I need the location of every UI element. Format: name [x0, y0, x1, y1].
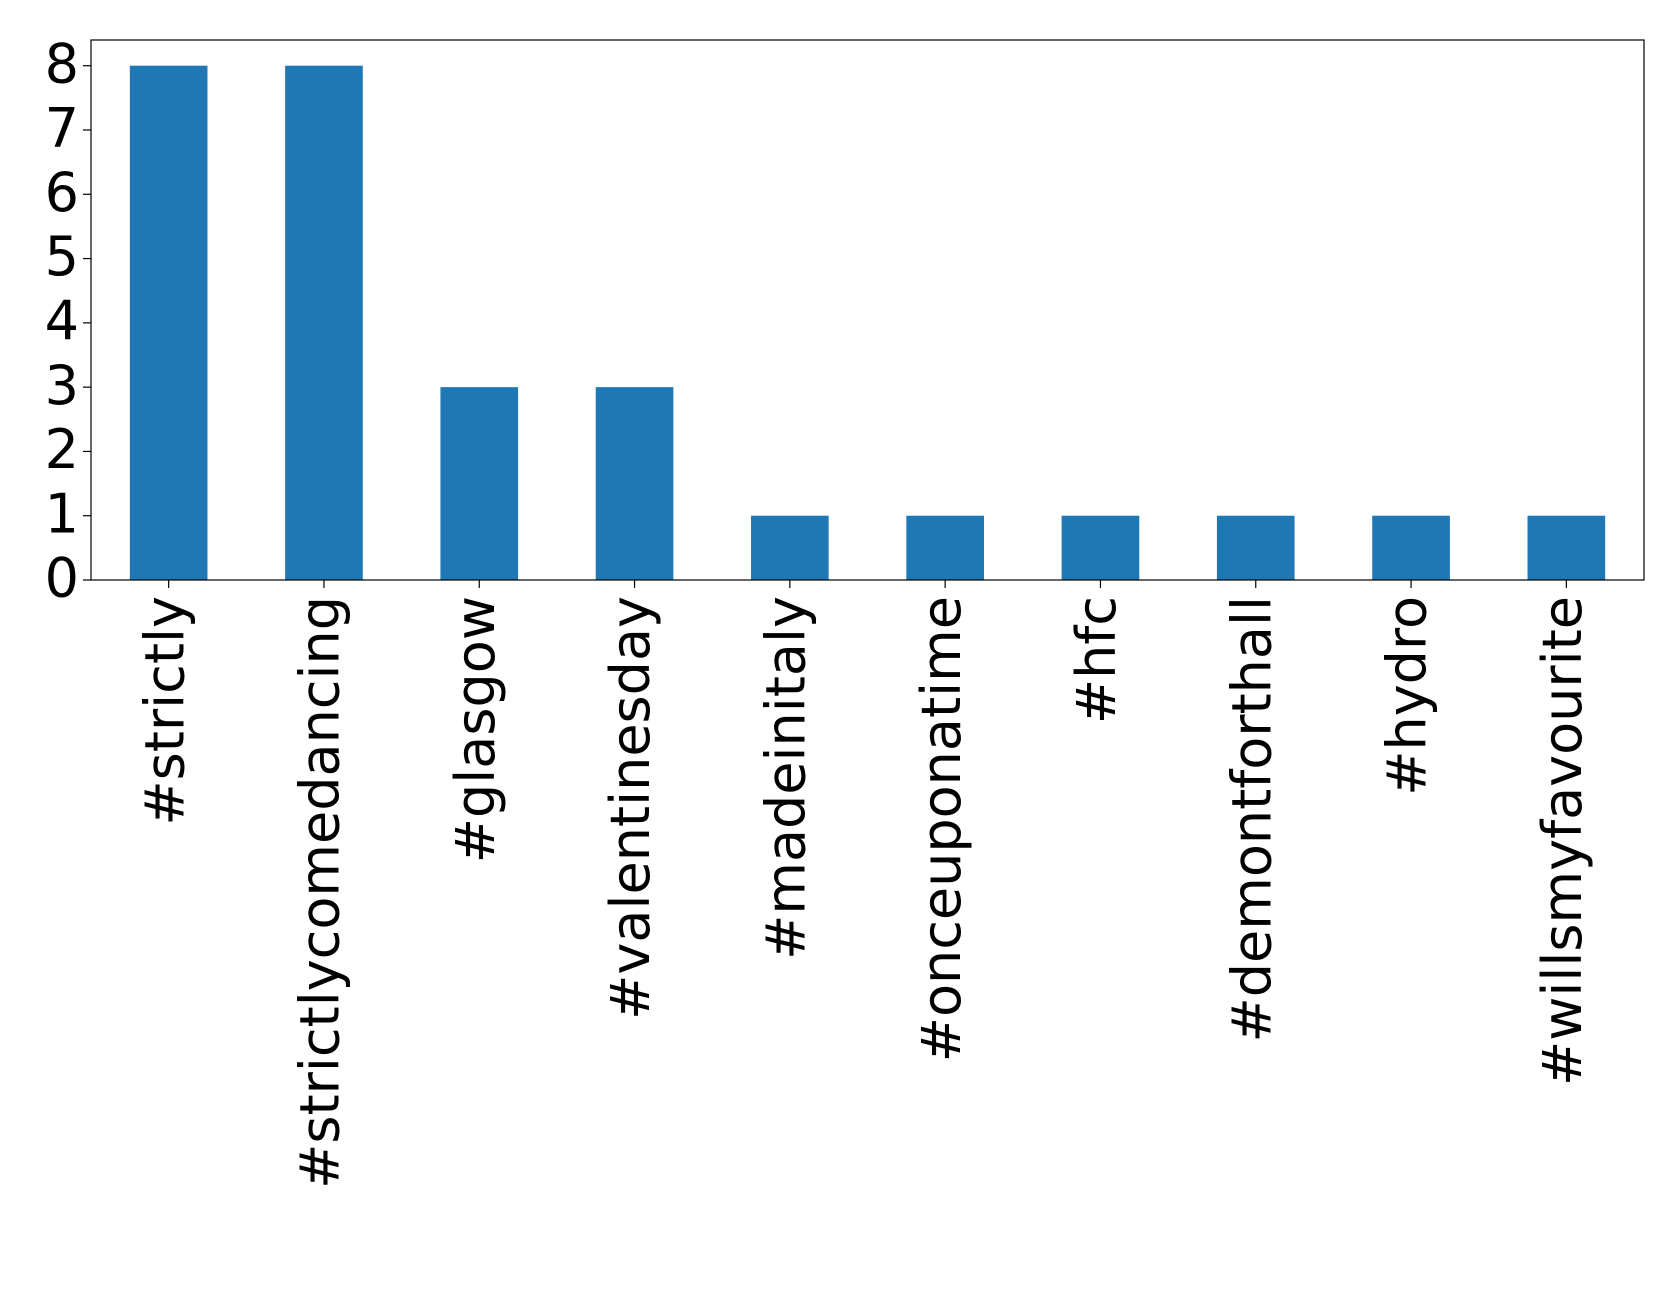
bar	[1216, 515, 1295, 580]
y-tick-label: 1	[45, 482, 79, 545]
plot-frame	[90, 39, 1645, 581]
bar	[595, 387, 674, 580]
y-tick-label: 6	[45, 161, 79, 224]
y-tick-label: 8	[45, 32, 79, 95]
bar	[751, 515, 829, 580]
bar	[129, 65, 208, 580]
x-tick-label: #valentinesday	[599, 596, 662, 1020]
x-tick-label: #glasgow	[444, 596, 507, 863]
bar	[1061, 515, 1140, 580]
y-tick-label: 4	[45, 289, 79, 352]
bar	[906, 515, 984, 580]
bar	[285, 65, 363, 580]
y-tick-label: 0	[45, 547, 79, 610]
y-tick-label: 5	[45, 225, 79, 288]
bar	[1372, 515, 1450, 580]
x-tick-label: #hfc	[1065, 596, 1128, 724]
y-tick-label: 7	[45, 97, 79, 160]
x-tick-label: #willsmyfavourite	[1531, 596, 1594, 1086]
x-tick-label: #hydro	[1376, 596, 1439, 796]
y-tick-label: 2	[45, 418, 79, 481]
x-tick-label: #demontforthall	[1220, 596, 1283, 1043]
bar	[1527, 515, 1606, 580]
x-tick-label: #strictly	[133, 596, 196, 826]
bar	[440, 387, 519, 580]
y-tick-label: 3	[45, 354, 79, 417]
x-tick-label: #onceuponatime	[910, 596, 973, 1062]
x-tick-label: #madeinitaly	[754, 596, 817, 960]
x-tick-label: #strictlycomedancing	[289, 596, 352, 1189]
